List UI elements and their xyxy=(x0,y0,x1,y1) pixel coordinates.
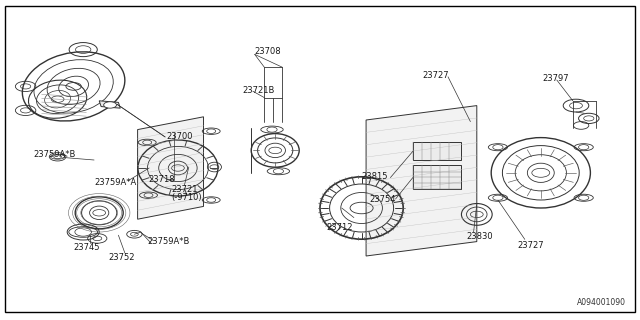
Text: 23752: 23752 xyxy=(109,253,135,262)
Bar xyxy=(413,142,461,160)
Text: (-9710): (-9710) xyxy=(172,193,202,202)
Bar xyxy=(413,165,461,189)
Circle shape xyxy=(104,102,116,108)
Text: 23708: 23708 xyxy=(255,47,282,56)
Text: 23727: 23727 xyxy=(517,241,544,250)
Text: A094001090: A094001090 xyxy=(577,298,626,307)
Text: 23721: 23721 xyxy=(172,185,198,194)
Text: 23721B: 23721B xyxy=(242,86,275,95)
Text: 23754: 23754 xyxy=(369,195,396,204)
Text: 23718: 23718 xyxy=(148,175,175,184)
Polygon shape xyxy=(138,117,204,219)
Text: 23759A*B: 23759A*B xyxy=(147,237,189,246)
Text: 23759A*A: 23759A*A xyxy=(95,178,137,187)
Polygon shape xyxy=(99,101,120,108)
Text: 23815: 23815 xyxy=(362,172,388,181)
Text: 23727: 23727 xyxy=(422,71,449,80)
Text: 23712: 23712 xyxy=(326,223,353,232)
Text: 23745: 23745 xyxy=(74,243,100,252)
Text: 23830: 23830 xyxy=(466,232,493,241)
Text: 23797: 23797 xyxy=(543,74,570,83)
Text: 23759A*B: 23759A*B xyxy=(33,150,76,159)
Text: 23700: 23700 xyxy=(166,132,193,141)
Polygon shape xyxy=(366,106,477,256)
